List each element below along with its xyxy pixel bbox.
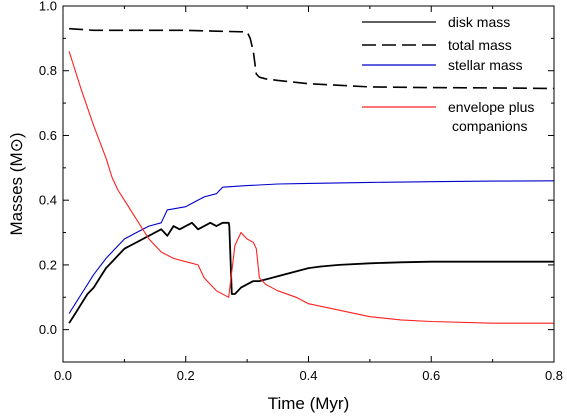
x-tick-label: 0.0 <box>54 368 72 383</box>
x-tick-label: 0.2 <box>177 368 195 383</box>
series-line-4 <box>68 51 554 324</box>
ticks-layer: 0.0 0.2 0.4 0.6 0.8 0.0 0.2 0.4 0.6 0.8 1.0 <box>39 0 563 383</box>
legend-label: disk mass <box>448 14 510 30</box>
y-tick-label: 0.8 <box>39 63 57 78</box>
x-tick-label: 0.8 <box>545 368 563 383</box>
y-tick-label: 0.2 <box>39 257 57 272</box>
x-tick-label: 0.4 <box>299 368 317 383</box>
y-tick-label: 0.0 <box>39 322 57 337</box>
legend-label: stellar mass <box>448 57 523 73</box>
y-tick-label: 0.4 <box>39 193 57 208</box>
series-line-3 <box>68 180 555 314</box>
series-layer <box>68 27 555 324</box>
legend-label: total mass <box>448 37 512 53</box>
series-line-2 <box>69 27 555 90</box>
x-axis-title: Time (Myr) <box>268 394 350 413</box>
y-tick-label: 0.6 <box>39 128 57 143</box>
legend-label-line2: companions <box>452 118 528 134</box>
y-tick-label: 1.0 <box>39 0 57 14</box>
legend-label-line1: envelope plus <box>448 99 534 115</box>
y-axis-title: Masses (M⊙) <box>7 132 26 235</box>
x-tick-label: 0.6 <box>422 368 440 383</box>
legend: disk mass total mass stellar mass envelope … <box>362 14 534 134</box>
series-line-1 <box>68 221 554 324</box>
